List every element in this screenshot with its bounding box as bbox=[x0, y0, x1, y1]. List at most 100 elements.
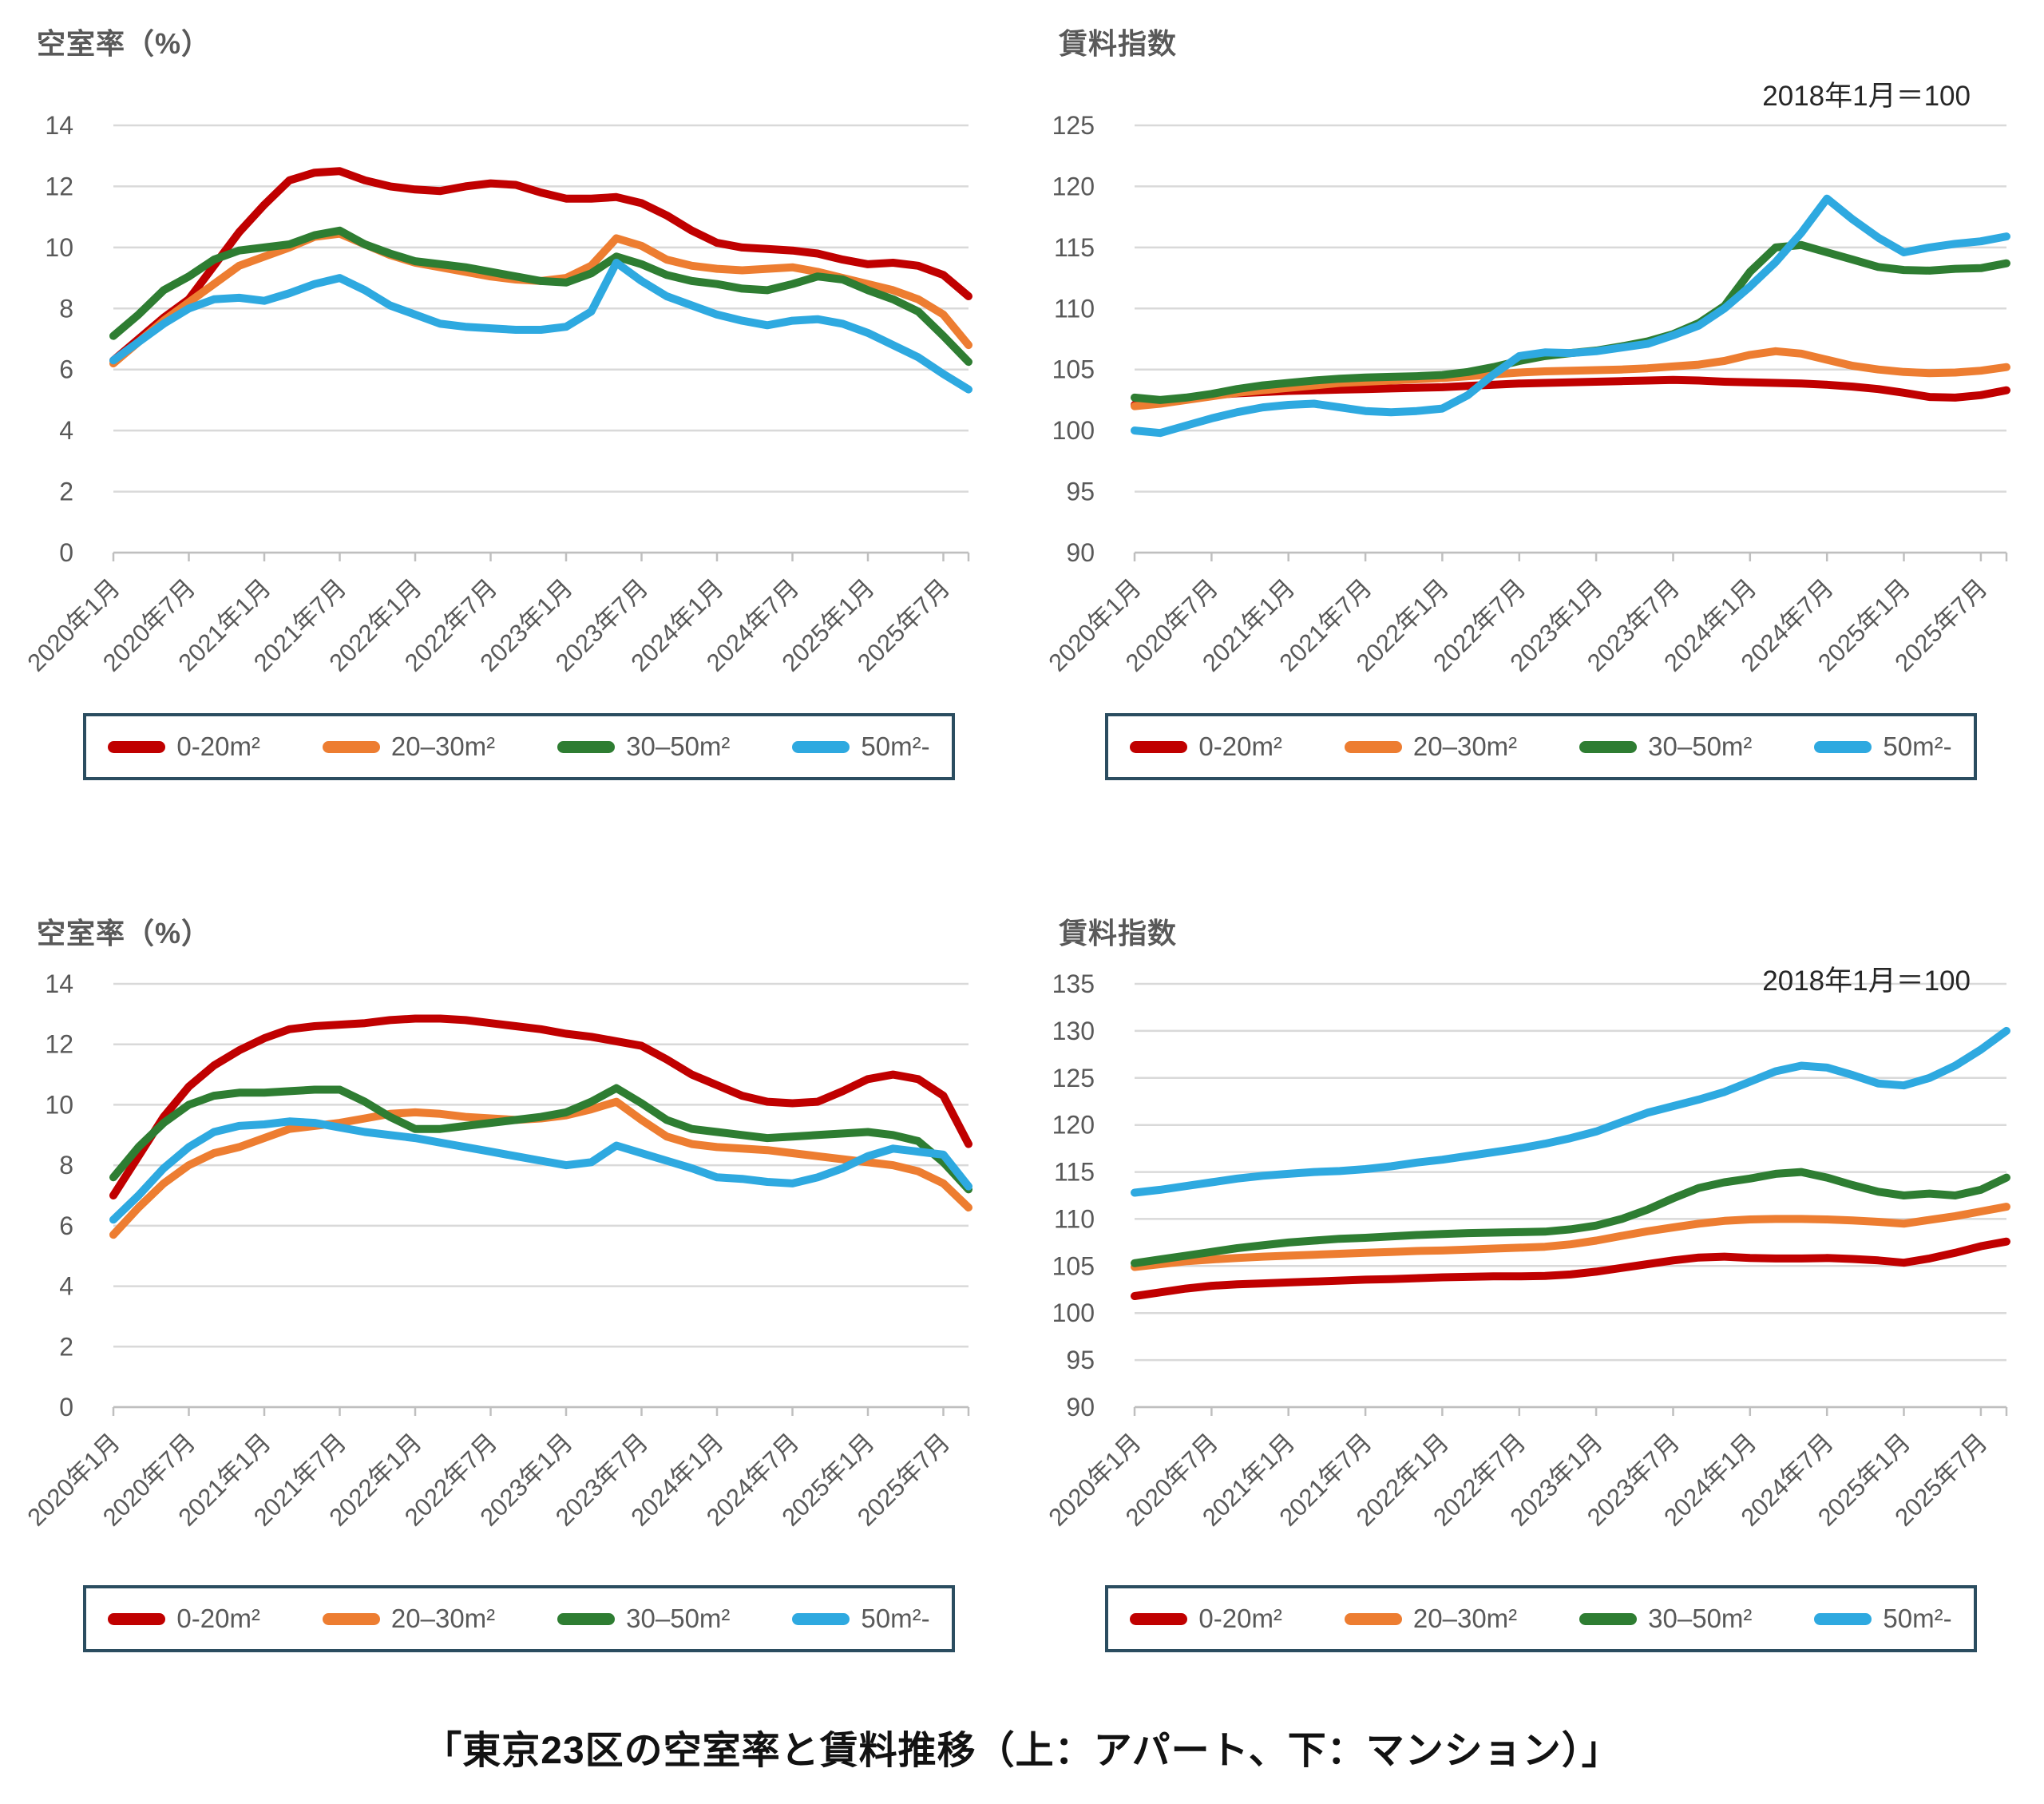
legend-label: 20–30m² bbox=[390, 1604, 496, 1633]
series-line-0-20m² bbox=[109, 1014, 972, 1199]
y-axis-label: 125 bbox=[1052, 111, 1095, 140]
legend-item-50m²-: 50m²- bbox=[792, 732, 930, 762]
y-axis-label: 90 bbox=[1066, 538, 1095, 567]
legend-apartment-rent: 0-20m² 20–30m² 30–50m² 50m²- bbox=[1105, 713, 1977, 780]
y-axis-label: 120 bbox=[1052, 172, 1095, 200]
y-axis-label: 4 bbox=[59, 416, 73, 445]
legend-swatch-icon bbox=[557, 740, 616, 753]
y-axis-label: 6 bbox=[59, 355, 73, 384]
legend-item-50m²-: 50m²- bbox=[1814, 1604, 1952, 1634]
chart-apartment-vacancy: 0 2 4 6 8 10 12 14 2020年1月 2020年7月 2021年1月 2021年7月 2… bbox=[0, 0, 1022, 866]
y-axis-label: 8 bbox=[59, 294, 73, 323]
series-line-30–50m² bbox=[1131, 1168, 2010, 1267]
series-line-20–30m² bbox=[1131, 347, 2010, 410]
legend-swatch-icon bbox=[322, 1612, 380, 1625]
legend-swatch-icon bbox=[792, 740, 850, 753]
y-axis-label: 10 bbox=[45, 233, 73, 262]
legend-swatch-icon bbox=[792, 1612, 850, 1625]
legend-label: 0-20m² bbox=[176, 1604, 260, 1633]
legend-label: 50m²- bbox=[1883, 1604, 1952, 1633]
y-axis-label: 105 bbox=[1052, 1251, 1095, 1280]
y-axis-label: 14 bbox=[45, 969, 73, 998]
legend-item-20–30m²: 20–30m² bbox=[1344, 1604, 1518, 1634]
series-line-50m²- bbox=[1131, 1026, 2010, 1197]
y-axis-label: 125 bbox=[1052, 1064, 1095, 1092]
series-line-50m²- bbox=[109, 1117, 972, 1224]
mansion-rent-plot: 90951001051101151201251301352020年1月2020年… bbox=[1043, 969, 2010, 1532]
y-axis-label: 110 bbox=[1054, 1204, 1095, 1233]
legend-label: 20–30m² bbox=[390, 732, 496, 761]
legend-label: 50m²- bbox=[861, 1604, 930, 1633]
y-axis-label: 95 bbox=[1066, 478, 1095, 506]
legend-item-0-20m²: 0-20m² bbox=[1130, 732, 1282, 762]
legend-item-50m²-: 50m²- bbox=[792, 1604, 930, 1634]
chart-subtitle-apartment-rent: 2018年1月＝100 bbox=[1762, 81, 1971, 112]
legend-label: 30–50m² bbox=[626, 732, 731, 761]
series-line-50m²- bbox=[1131, 194, 2010, 438]
y-axis-label: 0 bbox=[59, 1393, 73, 1421]
legend-label: 0-20m² bbox=[1198, 1604, 1282, 1633]
chart-title-apartment-vacancy: 空室率（%） bbox=[37, 27, 212, 60]
legend-apartment-vacancy: 0-20m² 20–30m² 30–50m² 50m²- bbox=[83, 713, 955, 780]
chart-title-mansion-rent: 賃料指数 bbox=[1059, 917, 1178, 950]
y-axis-label: 2 bbox=[59, 1332, 73, 1361]
legend-swatch-icon bbox=[108, 740, 166, 753]
legend-item-20–30m²: 20–30m² bbox=[322, 732, 496, 762]
series-line-30–50m² bbox=[109, 226, 972, 367]
y-axis-label: 4 bbox=[59, 1272, 73, 1301]
legend-label: 50m²- bbox=[861, 732, 930, 761]
y-axis-label: 95 bbox=[1066, 1346, 1095, 1374]
y-axis-label: 135 bbox=[1052, 969, 1095, 998]
apartment-rent-plot: 90951001051101151201252020年1月2020年7月2021… bbox=[1043, 111, 2010, 677]
legend-item-30–50m²: 30–50m² bbox=[1579, 1604, 1752, 1634]
series-line-20–30m² bbox=[1131, 1203, 2010, 1271]
legend-swatch-icon bbox=[557, 1612, 616, 1625]
legend-swatch-icon bbox=[1130, 1612, 1188, 1625]
chart-apartment-rent: 90 95 100 105 110 115 120 125 2020年1月 2020年7月 2021… bbox=[1022, 0, 2044, 866]
legend-label: 30–50m² bbox=[1648, 1604, 1753, 1633]
y-axis-label: 0 bbox=[59, 538, 73, 567]
y-axis-label: 8 bbox=[59, 1151, 73, 1180]
legend-mansion-rent: 0-20m² 20–30m² 30–50m² 50m²- bbox=[1105, 1585, 1977, 1652]
y-axis-label: 130 bbox=[1052, 1017, 1095, 1045]
chart-mansion-rent: 90 95 100 105 110 115 120 125 130 135 2020年1月 2020年… bbox=[1022, 878, 2044, 1745]
chart-title-mansion-vacancy: 空室率（%） bbox=[37, 917, 212, 950]
legend-item-0-20m²: 0-20m² bbox=[108, 732, 260, 762]
legend-label: 20–30m² bbox=[1412, 732, 1518, 761]
legend-label: 30–50m² bbox=[1648, 732, 1753, 761]
y-axis-label: 90 bbox=[1066, 1393, 1095, 1421]
legend-item-30–50m²: 30–50m² bbox=[1579, 732, 1752, 762]
legend-label: 20–30m² bbox=[1412, 1604, 1518, 1633]
legend-swatch-icon bbox=[1130, 740, 1188, 753]
y-axis-label: 105 bbox=[1052, 355, 1095, 384]
legend-label: 30–50m² bbox=[626, 1604, 731, 1633]
chart-subtitle-mansion-rent: 2018年1月＝100 bbox=[1762, 965, 1971, 997]
y-axis-label: 12 bbox=[45, 172, 73, 200]
legend-item-0-20m²: 0-20m² bbox=[1130, 1604, 1282, 1634]
legend-label: 0-20m² bbox=[1198, 732, 1282, 761]
mansion-vacancy-plot: 024681012142020年1月2020年7月2021年1月2021年7月2… bbox=[22, 969, 972, 1532]
legend-swatch-icon bbox=[1344, 740, 1402, 753]
series-line-0-20m² bbox=[109, 167, 972, 365]
legend-item-20–30m²: 20–30m² bbox=[1344, 732, 1518, 762]
legend-swatch-icon bbox=[1579, 740, 1638, 753]
legend-item-0-20m²: 0-20m² bbox=[108, 1604, 260, 1634]
y-axis-label: 110 bbox=[1054, 294, 1095, 323]
y-axis-label: 2 bbox=[59, 478, 73, 506]
legend-swatch-icon bbox=[1344, 1612, 1402, 1625]
series-line-50m²- bbox=[109, 259, 972, 394]
y-axis-label: 12 bbox=[45, 1030, 73, 1059]
chart-title-apartment-rent: 賃料指数 bbox=[1059, 27, 1178, 60]
legend-item-50m²-: 50m²- bbox=[1814, 732, 1952, 762]
series-line-0-20m² bbox=[1131, 1237, 2010, 1300]
y-axis-label: 115 bbox=[1054, 1158, 1095, 1187]
legend-item-20–30m²: 20–30m² bbox=[322, 1604, 496, 1634]
y-axis-label: 115 bbox=[1054, 233, 1095, 262]
y-axis-label: 6 bbox=[59, 1211, 73, 1240]
apartment-vacancy-plot: 024681012142020年1月2020年7月2021年1月2021年7月2… bbox=[22, 111, 972, 677]
y-axis-label: 100 bbox=[1052, 416, 1095, 445]
figure-caption: 「東京23区の空室率と賃料推移（上：アパート、下：マンション）」 bbox=[423, 1730, 1621, 1772]
legend-swatch-icon bbox=[108, 1612, 166, 1625]
legend-swatch-icon bbox=[1814, 1612, 1872, 1625]
